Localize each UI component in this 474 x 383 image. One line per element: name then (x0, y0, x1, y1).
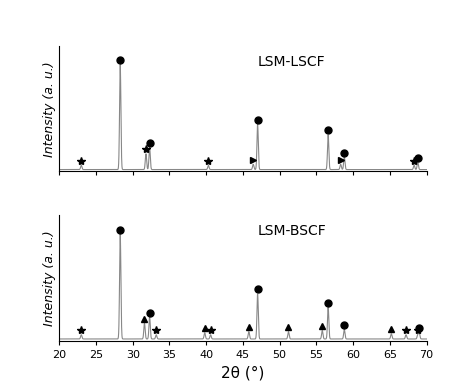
X-axis label: 2θ (°): 2θ (°) (221, 365, 264, 380)
Y-axis label: Intensity (a. u.): Intensity (a. u.) (44, 61, 56, 157)
Text: LSM-BSCF: LSM-BSCF (258, 224, 327, 238)
Text: LSM-LSCF: LSM-LSCF (258, 55, 325, 69)
Y-axis label: Intensity (a. u.): Intensity (a. u.) (44, 230, 56, 326)
